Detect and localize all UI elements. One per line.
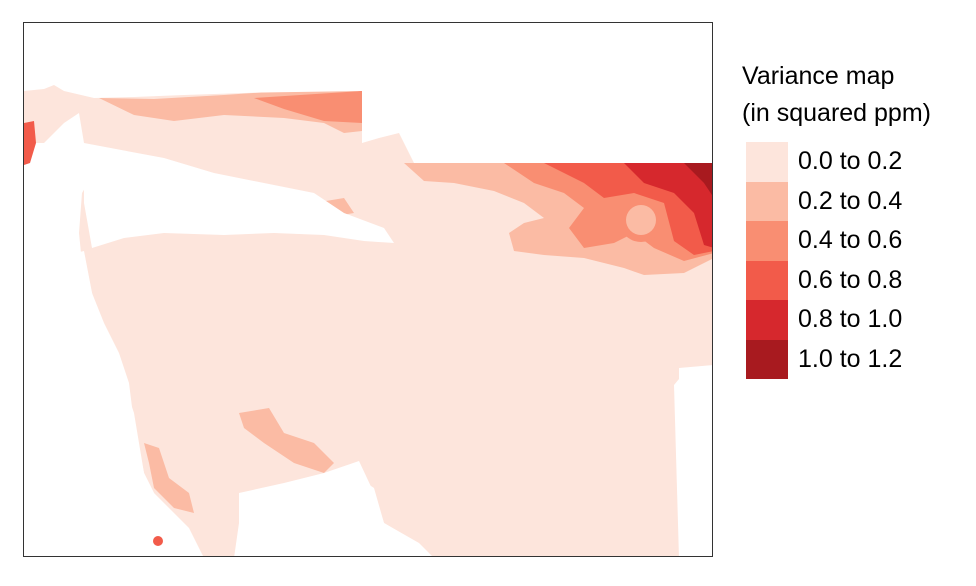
legend-item-1: 0.2 to 0.4 [742, 181, 972, 221]
legend-item-5: 1.0 to 1.2 [742, 339, 972, 379]
legend-swatch-0 [746, 142, 788, 182]
legend-label-1: 0.2 to 0.4 [798, 186, 903, 215]
legend-item-4: 0.8 to 1.0 [742, 300, 972, 340]
legend-label-4: 0.8 to 1.0 [798, 305, 903, 334]
legend-swatch-1 [746, 181, 788, 221]
legend-item-2: 0.4 to 0.6 [742, 221, 972, 261]
legend-classes: 0.0 to 0.2 0.2 to 0.4 0.4 to 0.6 0.6 to 0.8… [742, 142, 972, 379]
region-class-1-sw [144, 443, 194, 513]
region-class-5-ne [684, 163, 712, 195]
legend-title: Variance map (in squared ppm) [742, 58, 972, 132]
legend-swatch-5 [746, 339, 788, 379]
map-canvas [24, 23, 712, 556]
water-south [239, 461, 432, 556]
region-class-0-spot [626, 205, 656, 235]
region-class-1-south [239, 408, 334, 473]
dot-marker [153, 536, 163, 546]
region-class-2-north [254, 91, 362, 123]
water-southwest [24, 251, 203, 556]
region-class-3-west [24, 121, 36, 165]
legend-item-3: 0.6 to 0.8 [742, 260, 972, 300]
legend-label-2: 0.4 to 0.6 [798, 226, 903, 255]
legend-label-0: 0.0 to 0.2 [798, 147, 903, 176]
region-class-4-ne [624, 163, 712, 248]
legend-swatch-2 [746, 221, 788, 261]
legend-title-line2: (in squared ppm) [742, 99, 931, 127]
legend-label-3: 0.6 to 0.8 [798, 265, 903, 294]
variance-map [23, 22, 713, 557]
water-north [24, 23, 712, 163]
map-legend: Variance map (in squared ppm) 0.0 to 0.2… [742, 58, 972, 379]
water-inlet [84, 143, 394, 248]
legend-title-line1: Variance map [742, 62, 895, 90]
legend-item-0: 0.0 to 0.2 [742, 142, 972, 182]
legend-swatch-3 [746, 260, 788, 300]
water-southeast [679, 365, 712, 556]
legend-swatch-4 [746, 300, 788, 340]
legend-label-5: 1.0 to 1.2 [798, 344, 903, 373]
